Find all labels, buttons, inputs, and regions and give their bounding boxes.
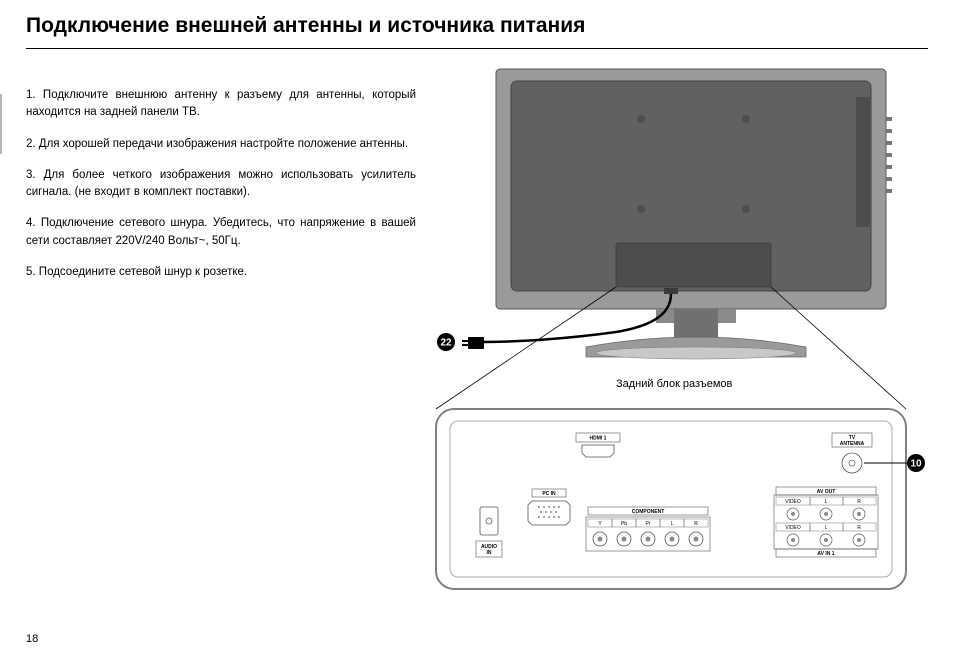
diagram-column: 22 Задний блок разъемов HDMI 1 bbox=[416, 57, 928, 597]
svg-text:IN: IN bbox=[487, 550, 492, 556]
step-3: 3. Для более четкого изображения можно и… bbox=[26, 167, 416, 202]
step-2-text: Для хорошей передачи изображения настрой… bbox=[39, 138, 408, 150]
tv-rear-view bbox=[496, 69, 892, 359]
step-1-num: 1. bbox=[26, 89, 36, 101]
svg-text:R: R bbox=[694, 521, 698, 527]
step-5: 5. Подсоедините сетевой шнур к розетке. bbox=[26, 264, 416, 281]
step-4-num: 4. bbox=[26, 217, 36, 229]
svg-text:VIDEO: VIDEO bbox=[785, 525, 801, 531]
page-number: 18 bbox=[26, 633, 38, 645]
svg-text:PC IN: PC IN bbox=[542, 491, 556, 497]
svg-text:AV OUT: AV OUT bbox=[817, 489, 836, 495]
svg-text:Pr: Pr bbox=[646, 521, 651, 527]
svg-text:VIDEO: VIDEO bbox=[785, 499, 801, 505]
instructions-column: 1. Подключите внешнюю антенну к разъему … bbox=[26, 57, 416, 597]
svg-text:R: R bbox=[857, 525, 861, 531]
page-title: Подключение внешней антенны и источника … bbox=[26, 14, 928, 49]
step-2: 2. Для хорошей передачи изображения наст… bbox=[26, 136, 416, 153]
language-tab: RU bbox=[0, 94, 2, 154]
callout-22: 22 bbox=[437, 333, 455, 351]
callout-10: 10 bbox=[907, 454, 925, 472]
svg-text:L: L bbox=[825, 499, 828, 505]
svg-text:R: R bbox=[857, 499, 861, 505]
step-5-text: Подсоедините сетевой шнур к розетке. bbox=[39, 266, 247, 278]
step-2-num: 2. bbox=[26, 138, 36, 150]
step-3-num: 3. bbox=[26, 169, 36, 181]
svg-text:22: 22 bbox=[440, 338, 452, 349]
connection-diagram: 22 Задний блок разъемов HDMI 1 bbox=[416, 57, 926, 597]
step-1: 1. Подключите внешнюю антенну к разъему … bbox=[26, 87, 416, 122]
step-5-num: 5. bbox=[26, 266, 36, 278]
svg-text:Pb: Pb bbox=[621, 521, 627, 527]
svg-text:COMPONENT: COMPONENT bbox=[632, 509, 665, 515]
step-3-text: Для более четкого изображения можно испо… bbox=[26, 169, 416, 198]
svg-text:L: L bbox=[825, 525, 828, 531]
svg-text:10: 10 bbox=[910, 459, 922, 470]
svg-text:HDMI 1: HDMI 1 bbox=[590, 436, 607, 442]
rear-connector-panel: HDMI 1 PC IN bbox=[436, 409, 913, 589]
svg-text:ANTENNA: ANTENNA bbox=[840, 441, 865, 447]
step-1-text: Подключите внешнюю антенну к разъему для… bbox=[26, 89, 416, 118]
svg-text:AV IN 1: AV IN 1 bbox=[817, 551, 834, 557]
step-4: 4. Подключение сетевого шнура. Убедитесь… bbox=[26, 215, 416, 250]
svg-text:L: L bbox=[671, 521, 674, 527]
rear-panel-label: Задний блок разъемов bbox=[616, 378, 733, 390]
step-4-text: Подключение сетевого шнура. Убедитесь, ч… bbox=[26, 217, 416, 246]
